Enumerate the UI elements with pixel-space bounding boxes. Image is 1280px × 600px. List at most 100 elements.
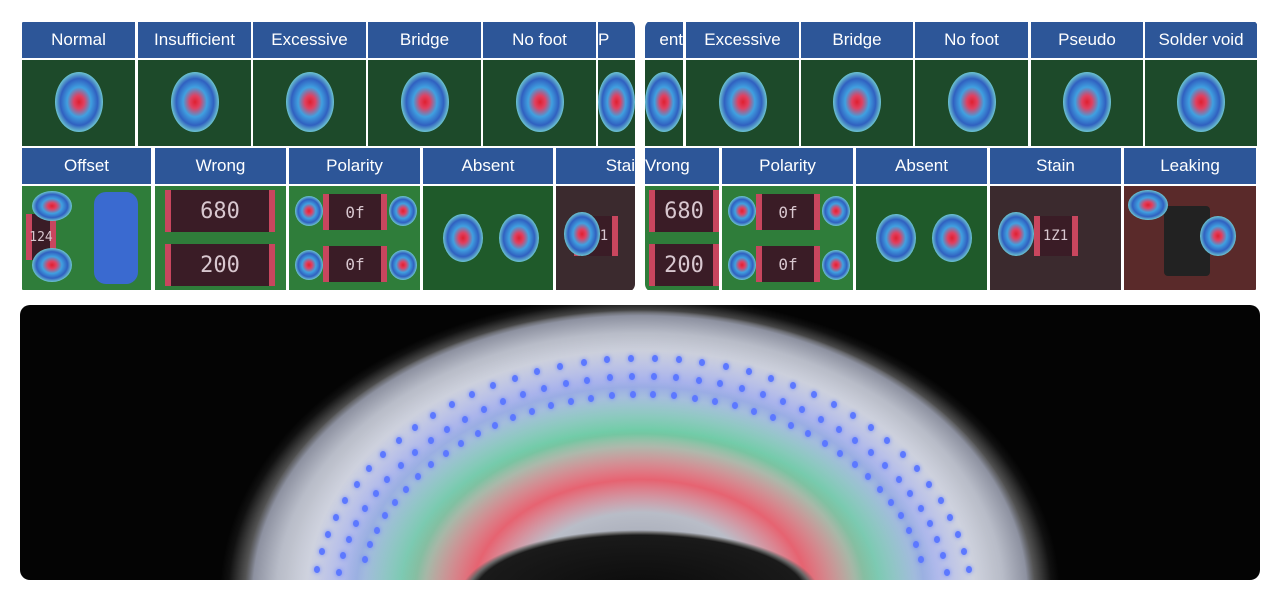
blue-led-dot [608,392,615,400]
defect-thumbnail: 1Z1 [990,186,1121,290]
heatmap-blob [718,72,767,132]
blue-led-dot [362,504,369,512]
blue-led-dot [899,450,906,458]
blue-led-dot [769,414,776,422]
blue-led-dot [799,406,806,414]
blue-led-dot [384,475,391,483]
heatmap-blob [389,250,417,280]
defect-thumbnail [915,60,1028,146]
blue-led-dot [332,513,339,521]
defect-label: Polarity [722,148,853,184]
blue-led-dot [805,430,812,438]
blue-led-dot [411,449,418,457]
blue-led-dot [412,424,419,431]
blue-led-dot [474,430,481,438]
blue-led-dot [671,392,678,400]
blue-led-dot [548,402,555,410]
heatmap-blob [598,72,635,132]
defect-label: Solder void [1145,22,1257,58]
blue-led-dot [868,449,875,457]
blue-led-dot [675,356,682,364]
blue-led-dot [745,368,752,376]
defect-label: Stain [990,148,1121,184]
defect-thumbnail [253,60,366,146]
blue-led-dot [830,400,837,408]
blue-led-dot [428,461,435,469]
blue-led-dot [629,391,636,399]
defect-label: Wrong [155,148,286,184]
heatmap-blob [400,72,449,132]
defect-label: P [598,22,635,58]
defect-label: Normal [22,22,135,58]
blue-led-dot [380,450,387,458]
blue-led-dot [722,363,729,370]
blue-led-dot [947,513,954,521]
defect-label: Leaking [1124,148,1256,184]
blue-led-dot [897,512,904,520]
blue-led-dot [534,368,541,376]
defect-carousel-slide-left[interactable]: Normal Insufficient Excessive Bridge No foot… [20,20,635,292]
blue-led-dot [939,552,946,560]
blue-led-dot [731,402,738,410]
heatmap-blob [645,72,683,132]
component-chip: 680 [649,190,719,232]
blue-led-dot [606,374,613,382]
heatmap-blob [728,250,756,280]
defect-thumbnail [1031,60,1143,146]
heatmap-blob [833,72,881,132]
blue-led-dot [768,374,775,382]
blue-led-dot [372,489,379,497]
blue-led-dot [391,498,398,506]
defect-carousel-slide-right[interactable]: ent Excessive Bridge No foot Pseudo Solder vo… [645,20,1258,292]
defect-thumbnail [368,60,481,146]
blue-led-dot [789,382,796,390]
blue-led-dot [651,373,658,381]
blue-led-dot [926,480,933,488]
blue-led-dot [882,461,889,469]
heatmap-blob [998,212,1034,256]
blue-led-dot [865,473,872,481]
defect-thumbnail: 680 200 [155,186,286,290]
blue-led-dot [500,398,507,406]
heatmap-blob [32,248,72,282]
blue-led-dot [628,373,635,381]
defect-thumbnail [1124,186,1256,290]
heatmap-blob [1177,72,1225,132]
blue-led-dot [353,480,360,488]
defect-label: Stai [556,148,635,184]
heatmap-blob [499,214,539,262]
blue-led-dot [541,385,548,393]
heatmap-blob [54,72,103,132]
heatmap-blob [170,72,219,132]
blue-led-dot [353,520,360,528]
ring-light-photo [20,305,1260,580]
blue-led-dot [444,425,451,433]
blue-led-dot [461,415,468,423]
component-chip: 0f [323,246,387,282]
defect-thumbnail [483,60,596,146]
defect-thumbnail [856,186,987,290]
defect-thumbnail: 0f 0f [289,186,420,290]
component-chip: 200 [649,244,719,286]
defect-label: No foot [483,22,596,58]
heatmap-blob [285,72,334,132]
heatmap-blob [1200,216,1236,256]
blue-led-dot [651,355,658,363]
defect-label: Vrong [645,148,719,184]
defect-label: Polarity [289,148,420,184]
blue-led-dot [442,450,449,458]
blue-led-dot [324,530,331,538]
component-chip: 0f [756,246,820,282]
heatmap-blob [389,196,417,226]
blue-led-dot [867,424,874,431]
blue-led-dot [361,556,368,564]
blue-led-dot [314,565,321,573]
defect-thumbnail [138,60,251,146]
component-chip [94,192,138,284]
blue-led-dot [955,530,962,538]
defect-thumbnail [1145,60,1257,146]
blue-led-dot [397,461,404,469]
blue-led-dot [888,498,895,506]
heatmap-blob [515,72,564,132]
blue-led-dot [430,411,437,419]
